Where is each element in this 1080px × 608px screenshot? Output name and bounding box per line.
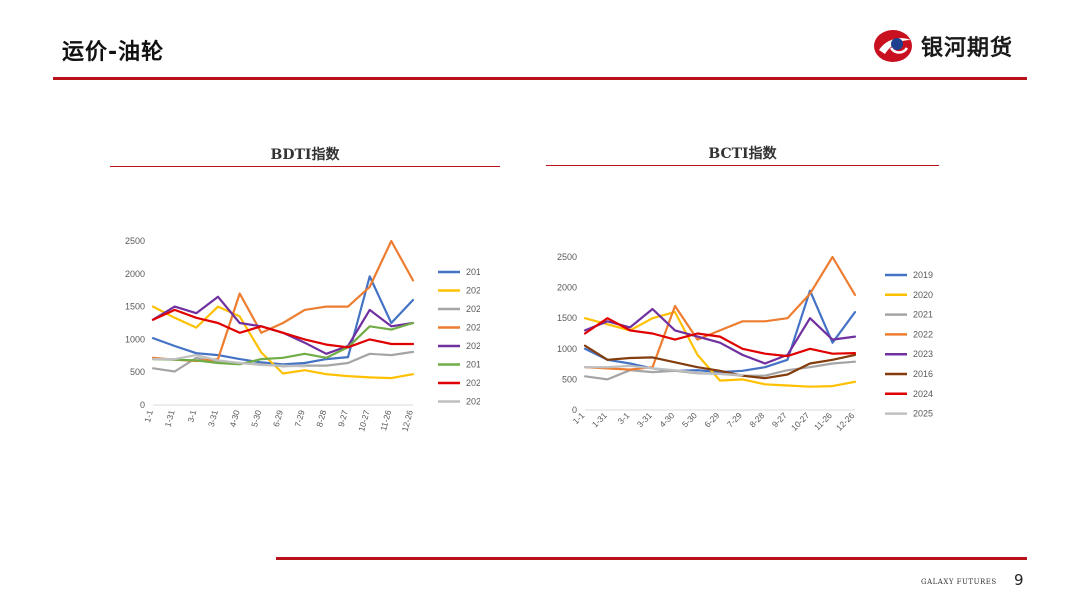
brand-logo: 银河期货 (873, 28, 1013, 64)
legend-label-2018: 2018 (466, 360, 480, 370)
y-tick-label: 2500 (125, 236, 145, 246)
x-tick-label: 10-27 (789, 410, 812, 433)
series-line-2016 (583, 344, 857, 380)
chart-title-bdti: BDTI指数 (270, 147, 340, 163)
y-tick-label: 2000 (125, 269, 145, 279)
x-tick-label: 7-29 (293, 409, 307, 428)
galaxy-logo-icon (874, 30, 912, 62)
y-tick-label: 1000 (125, 334, 145, 344)
page-number: 9 (1014, 571, 1024, 589)
y-tick-label: 500 (562, 374, 577, 384)
x-tick-label: 12-26 (834, 410, 857, 433)
chart-title-rule-bcti (546, 165, 939, 166)
x-tick-label: 8-28 (747, 410, 766, 429)
legend-label-2025: 2025 (466, 397, 480, 407)
legend-label-2019: 2019 (466, 267, 480, 277)
x-tick-label: 9-27 (336, 409, 350, 428)
series-line-2019 (583, 289, 857, 374)
y-tick-label: 500 (130, 367, 145, 377)
x-tick-label: 5-30 (249, 409, 263, 428)
legend-label-2019: 2019 (913, 270, 933, 280)
y-tick-label: 1500 (125, 302, 145, 312)
x-tick-label: 10-27 (356, 409, 371, 433)
legend-label-2023: 2023 (466, 341, 480, 351)
legend-label-2021: 2021 (913, 310, 933, 320)
series-line-2024 (583, 317, 857, 358)
legend-label-2020: 2020 (466, 286, 480, 296)
series-line-2023 (583, 307, 857, 365)
x-tick-label: 7-29 (725, 410, 744, 429)
x-tick-label: 8-28 (314, 409, 328, 428)
legend-label-2024: 2024 (466, 378, 480, 388)
chart-title-rule-bdti (110, 166, 500, 167)
x-tick-label: 6-29 (271, 409, 285, 428)
x-tick-label: 6-29 (702, 410, 721, 429)
footer-brand: GALAXY FUTURES (921, 578, 997, 586)
series-line-2018 (151, 321, 415, 366)
legend-label-2022: 2022 (466, 323, 480, 333)
brand-name: 银河期货 (921, 36, 1014, 61)
y-tick-label: 1500 (557, 313, 577, 323)
x-tick-label: 11-26 (378, 409, 393, 432)
series-line-2019 (151, 275, 415, 366)
legend-label-2023: 2023 (913, 349, 933, 359)
x-tick-label: 12-26 (400, 409, 415, 433)
header-divider (53, 77, 1027, 80)
legend-label-2022: 2022 (913, 329, 933, 339)
x-tick-label: 1-31 (163, 409, 177, 428)
legend-label-2025: 2025 (913, 409, 933, 419)
legend-label-2020: 2020 (913, 290, 933, 300)
x-tick-label: 1-1 (142, 409, 155, 424)
x-tick-label: 9-27 (770, 410, 789, 429)
series-line-2024 (151, 308, 415, 349)
x-tick-label: 11-26 (812, 410, 834, 432)
x-tick-label: 3-1 (616, 410, 632, 426)
page-title: 运价-油轮 (62, 40, 165, 65)
x-tick-label: 4-30 (657, 410, 676, 429)
bdti-chart: 0 500 1000 1500 2000 2500 1-1 1-31 3-1 3-31 4-30 5-… (125, 236, 480, 433)
y-tick-label: 2500 (557, 252, 577, 262)
y-tick-label: 2000 (557, 283, 577, 293)
series-line-2020 (151, 305, 415, 380)
series-line-2025 (151, 354, 306, 368)
x-tick-label: 1-31 (590, 410, 609, 429)
series-line-2022 (583, 255, 857, 371)
x-tick-label: 5-30 (680, 410, 699, 429)
legend-label-2021: 2021 (466, 304, 480, 314)
x-tick-label: 3-1 (185, 409, 198, 424)
x-tick-label: 3-31 (206, 409, 220, 428)
series-line-2022 (151, 239, 415, 363)
x-tick-label: 4-30 (228, 409, 242, 428)
y-tick-label: 1000 (557, 344, 577, 354)
series-line-2025 (583, 364, 744, 377)
y-tick-label: 0 (572, 405, 577, 415)
legend-label-2024: 2024 (913, 389, 933, 399)
footer-divider (276, 557, 1027, 560)
y-tick-label: 0 (140, 400, 145, 410)
legend-label-2016: 2016 (913, 369, 933, 379)
chart-title-bcti: BCTI指数 (708, 146, 777, 162)
x-tick-label: 3-31 (635, 410, 654, 429)
